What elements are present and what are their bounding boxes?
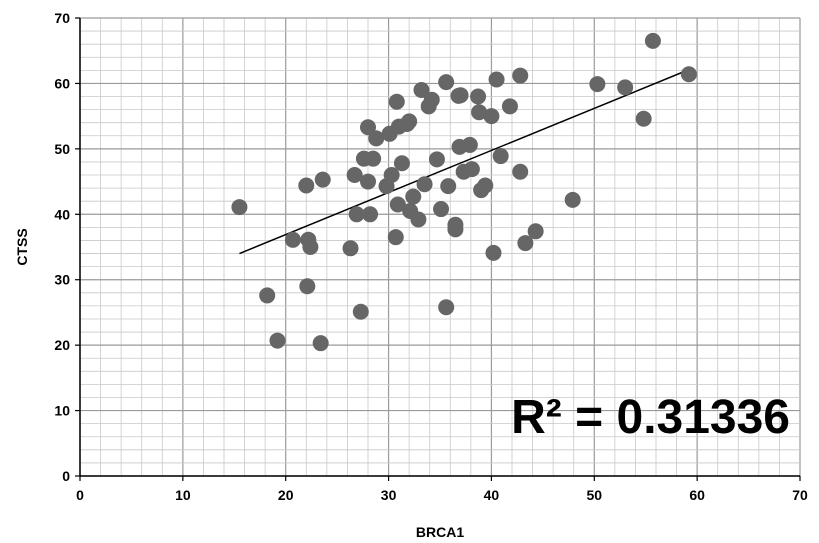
x-tick-labels: 0 10 20 30 40 50 60 70 — [76, 487, 808, 503]
data-point — [416, 176, 433, 193]
data-point — [342, 240, 359, 257]
data-point — [492, 148, 509, 165]
data-point — [405, 188, 422, 205]
data-point — [517, 235, 534, 252]
data-point — [368, 130, 385, 147]
data-point — [298, 177, 315, 194]
x-tick-label: 20 — [278, 487, 294, 503]
trendline — [239, 67, 693, 255]
data-point — [680, 66, 697, 83]
data-point — [389, 196, 406, 213]
data-point — [314, 171, 331, 188]
x-tick-label: 30 — [381, 487, 397, 503]
data-point — [463, 161, 480, 178]
x-tick-label: 10 — [175, 487, 191, 503]
data-point — [438, 74, 455, 91]
x-axis-title: BRCA1 — [416, 524, 464, 540]
y-tick-label: 30 — [54, 272, 70, 288]
y-tick-label: 50 — [54, 141, 70, 157]
data-point — [635, 110, 652, 127]
data-point — [470, 88, 487, 105]
data-point — [360, 173, 376, 190]
data-point — [488, 71, 505, 88]
data-point — [348, 206, 365, 223]
data-point — [312, 335, 329, 352]
plot-axes — [75, 17, 801, 481]
data-point — [362, 206, 379, 223]
data-point — [483, 108, 500, 125]
y-tick-label: 0 — [62, 468, 70, 484]
data-point — [527, 223, 544, 240]
y-tick-label: 10 — [54, 403, 70, 419]
data-point — [564, 191, 581, 208]
y-tick-label: 40 — [54, 206, 70, 222]
data-point — [440, 178, 457, 195]
x-tick-label: 60 — [689, 487, 705, 503]
data-point — [302, 239, 319, 255]
data-point — [360, 119, 376, 136]
data-point — [299, 278, 316, 295]
data-point — [644, 32, 661, 49]
data-point — [501, 98, 518, 115]
data-point — [259, 287, 276, 304]
data-point — [346, 167, 363, 184]
data-point — [393, 155, 410, 172]
data-point — [512, 163, 529, 180]
data-point — [428, 151, 445, 168]
y-tick-label: 20 — [54, 337, 70, 353]
data-point — [401, 113, 418, 130]
x-tick-label: 50 — [586, 487, 602, 503]
data-point — [388, 93, 405, 110]
y-axis-title: CTSS — [14, 228, 30, 265]
data-point — [589, 76, 606, 93]
data-point — [231, 199, 248, 216]
data-point — [433, 201, 450, 218]
data-point — [461, 136, 478, 153]
data-point — [477, 177, 494, 194]
data-point — [471, 104, 488, 121]
x-tick-label: 70 — [792, 487, 808, 503]
data-point — [410, 211, 427, 228]
data-point — [269, 332, 286, 349]
data-point — [438, 299, 455, 316]
y-tick-label: 70 — [54, 10, 70, 26]
plot-grid — [79, 17, 801, 477]
data-point — [617, 79, 634, 96]
data-point — [413, 81, 430, 98]
x-tick-label: 0 — [76, 487, 84, 503]
data-point — [423, 91, 440, 108]
data-point — [447, 221, 464, 238]
data-point — [485, 244, 502, 261]
data-point — [365, 150, 382, 167]
y-tick-labels: 0 10 20 30 40 50 60 70 — [54, 10, 70, 484]
data-points — [231, 32, 697, 352]
data-point — [452, 87, 469, 104]
data-point — [284, 231, 301, 248]
data-point — [512, 67, 529, 84]
r-squared-annotation: R² = 0.31336 — [511, 391, 790, 444]
y-tick-label: 60 — [54, 75, 70, 91]
data-point — [387, 229, 404, 246]
data-point — [383, 167, 400, 184]
x-tick-label: 40 — [484, 487, 500, 503]
data-point — [352, 303, 369, 320]
